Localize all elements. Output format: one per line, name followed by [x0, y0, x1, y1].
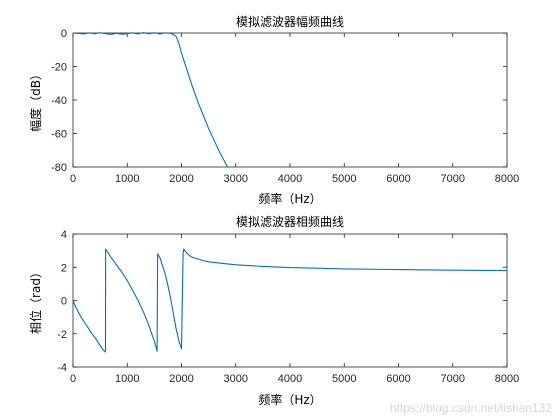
magnitude-x-tick-label: 1000 [115, 173, 139, 185]
magnitude-series-line [72, 31, 229, 168]
magnitude-x-tick-label: 8000 [495, 173, 519, 185]
phase-y-tick-label: -4 [57, 362, 67, 374]
magnitude-x-tick-label: 4000 [278, 173, 302, 185]
phase-chart: 模拟滤波器相频曲线 0 1000 2000 3000 4000 5000 6000 7000 8… [28, 215, 519, 407]
phase-x-tick-label: 5000 [332, 373, 356, 385]
magnitude-y-tick-label: -20 [51, 62, 67, 74]
magnitude-chart: 模拟滤波器幅频曲线 0 1000 2000 3000 4000 5000 6000 7000 8… [28, 14, 519, 206]
phase-ticks: 0 1000 2000 3000 4000 5000 6000 7000 8000 -4 -2 0 2 4 [57, 229, 519, 385]
phase-x-tick-label: 0 [70, 373, 76, 385]
phase-x-tick-label: 7000 [441, 373, 465, 385]
phase-series-line [72, 248, 508, 353]
magnitude-x-tick-label: 2000 [169, 173, 193, 185]
magnitude-x-axis-label: 频率（Hz） [258, 191, 321, 206]
magnitude-y-tick-label: -60 [51, 129, 67, 141]
phase-y-tick-label: 0 [61, 296, 67, 308]
magnitude-x-tick-label: 7000 [441, 173, 465, 185]
phase-y-tick-label: -2 [57, 329, 67, 341]
watermark-text: https://blog.csdn.net/lishan132 [390, 401, 552, 415]
phase-x-tick-label: 6000 [386, 373, 410, 385]
magnitude-y-axis-label: 幅度（dB） [28, 68, 43, 132]
magnitude-y-tick-label: -80 [51, 162, 67, 174]
magnitude-y-tick-label: -40 [51, 95, 67, 107]
magnitude-plot-area [72, 32, 508, 168]
magnitude-x-tick-label: 0 [70, 173, 76, 185]
magnitude-y-tick-label: 0 [61, 28, 67, 40]
phase-x-tick-label: 1000 [115, 373, 139, 385]
phase-x-tick-label: 3000 [224, 373, 248, 385]
phase-y-axis-label: 相位（rad） [28, 266, 43, 334]
magnitude-x-tick-label: 5000 [332, 173, 356, 185]
phase-y-tick-label: 2 [61, 262, 67, 274]
phase-x-tick-label: 8000 [495, 373, 519, 385]
phase-x-axis-label: 频率（Hz） [258, 392, 321, 407]
magnitude-x-tick-label: 3000 [224, 173, 248, 185]
magnitude-title: 模拟滤波器幅频曲线 [236, 14, 344, 29]
magnitude-ticks: 0 1000 2000 3000 4000 5000 6000 7000 8000 -80 -60 -… [51, 28, 519, 185]
magnitude-x-tick-label: 6000 [386, 173, 410, 185]
phase-y-tick-label: 4 [61, 229, 67, 241]
phase-title: 模拟滤波器相频曲线 [236, 215, 344, 229]
phase-x-tick-label: 4000 [278, 373, 302, 385]
phase-plot-area [72, 233, 508, 368]
phase-x-tick-label: 2000 [169, 373, 193, 385]
